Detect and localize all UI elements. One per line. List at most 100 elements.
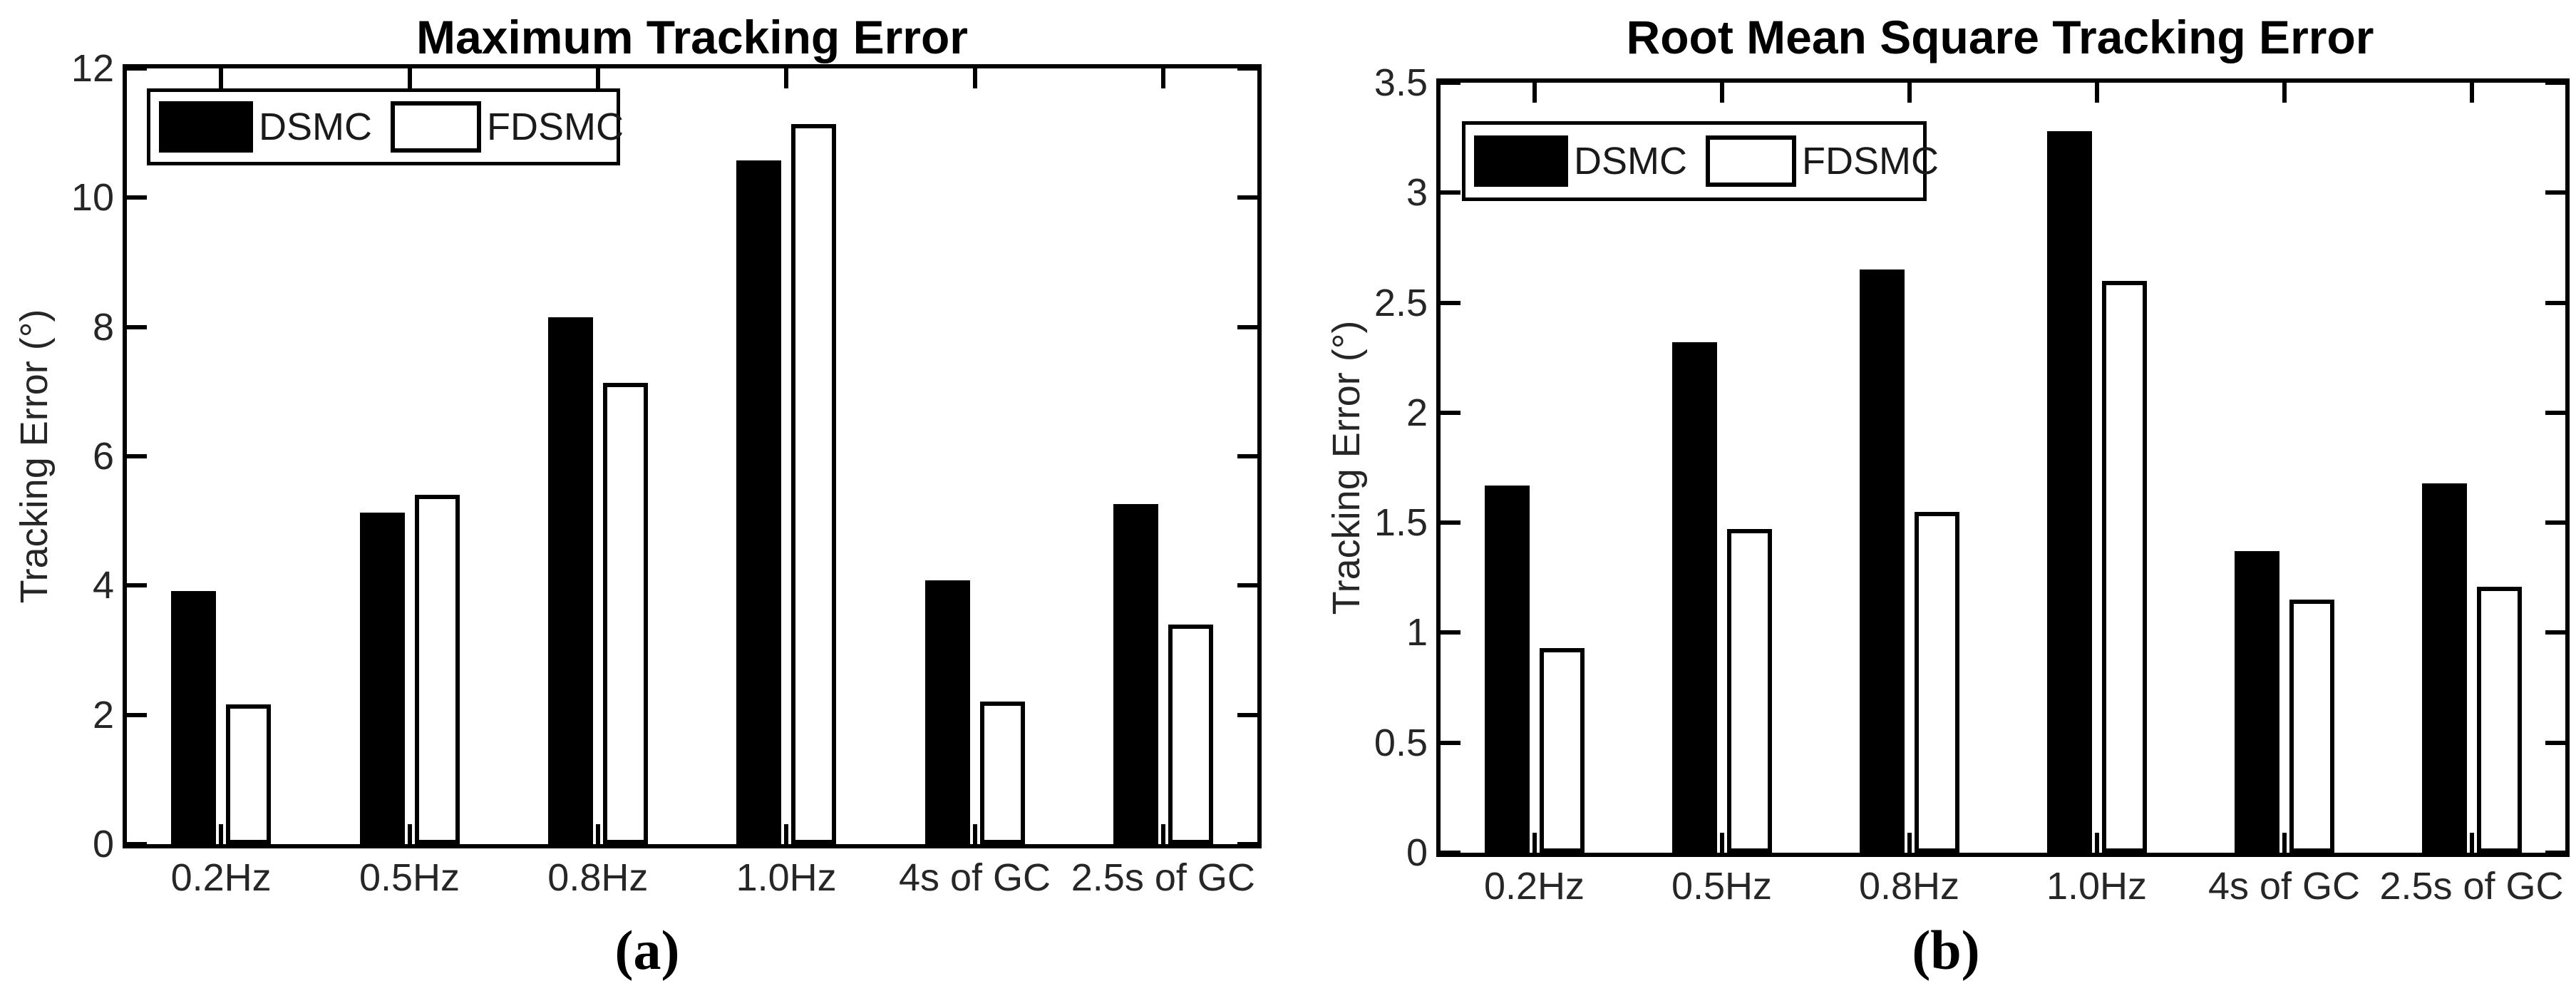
fdsmc-legend-swatch [1706,135,1796,187]
bar-fdsmc-0-8hz [1914,511,1959,853]
y-tick-right [2545,851,2565,855]
y-tick-label: 10 [71,176,114,220]
y-tick-right [1237,583,1257,588]
x-tick-top [2282,83,2287,103]
y-axis-label: Tracking Error (°) [1325,320,1368,615]
x-tick-bottom [1532,833,1537,853]
x-tick-label: 1.0Hz [736,856,837,899]
x-tick-top [784,68,789,88]
chart-title: Root Mean Square Tracking Error [1626,11,2374,63]
x-tick-label: 0.5Hz [1671,865,1773,908]
x-tick-bottom [972,824,977,844]
x-tick-bottom [2094,833,2099,853]
legend: DSMC FDSMC [1462,121,1939,201]
y-tick-left [127,66,147,71]
bar-dsmc-1-0hz [736,160,782,844]
y-tick-label: 6 [92,435,114,478]
x-tick-label: 0.8Hz [1858,865,1960,908]
x-tick-bottom [1160,824,1165,844]
legend: DSMC FDSMC [147,88,624,165]
y-tick-left [127,712,147,717]
legend-label-dsmc: DSMC [1574,140,1687,183]
maximum-tracking-error-chart: Maximum Tracking Error Tracking Error (°… [13,11,1262,981]
y-tick-right [1237,66,1257,71]
x-tick-label: 0.2Hz [170,856,272,899]
dsmc-legend-swatch [159,101,253,153]
y-tick-left [1441,190,1460,195]
y-tick-left [1441,630,1460,635]
x-tick-bottom [2282,833,2287,853]
y-tick-right [2545,190,2565,195]
bar-dsmc-0-2hz [171,590,217,844]
x-tick-label: 2.5s of GC [1071,856,1255,899]
plot-inner: DSMC FDSMC [1441,81,2565,855]
y-tick-label: 2 [1406,391,1428,434]
bar-fdsmc-0-8hz [602,382,648,844]
x-tick-top [407,68,412,88]
y-tick-right [1237,195,1257,200]
x-tick-bottom [407,824,412,844]
plot-area: DSMC FDSMC [1436,78,2570,857]
bar-dsmc-4s-of-gc [924,580,970,844]
y-tick-label: 0 [1406,831,1428,874]
y-tick-left [127,842,147,846]
rms-tracking-error-chart: Root Mean Square Tracking Error Tracking… [1288,0,2576,996]
plot-area: DSMC FDSMC [123,64,1262,848]
x-tick-top [595,68,600,88]
chart-title: Maximum Tracking Error [416,11,968,63]
bar-fdsmc-1-0hz [791,123,837,844]
y-tick-left [1441,300,1460,305]
bar-dsmc-0-8hz [1859,269,1905,853]
y-tick-right [2545,81,2565,85]
legend-label-fdsmc: FDSMC [487,106,624,148]
y-tick-label: 2.5 [1374,281,1428,324]
x-tick-top [1532,83,1537,103]
x-tick-top [1719,83,1724,103]
legend-label-fdsmc: FDSMC [1802,140,1939,183]
x-tick-label: 4s of GC [2207,865,2361,908]
y-tick-label: 2 [92,693,114,736]
x-tick-label: 2.5s of GC [2379,865,2564,908]
bar-dsmc-0-5hz [359,512,405,844]
bar-fdsmc-2-5s-of-gc [2476,586,2522,853]
subfigure-caption: (a) [614,919,680,981]
x-tick-top [2469,83,2474,103]
y-tick-left [127,583,147,588]
x-tick-top [972,68,977,88]
y-tick-label: 4 [92,564,114,607]
x-tick-top [1907,83,1912,103]
x-tick-label: 4s of GC [898,856,1051,899]
x-tick-top [1160,68,1165,88]
bar-fdsmc-0-2hz [226,704,272,844]
bar-fdsmc-4s-of-gc [2289,600,2334,853]
x-tick-bottom [1719,833,1724,853]
x-tick-bottom [2469,833,2474,853]
y-tick-left [127,324,147,329]
y-tick-right [2545,740,2565,745]
y-tick-right [2545,520,2565,525]
x-tick-bottom [595,824,600,844]
y-tick-label: 0.5 [1374,721,1428,764]
y-tick-left [1441,740,1460,745]
x-tick-bottom [219,824,224,844]
y-tick-left [1441,81,1460,85]
x-tick-top [219,68,224,88]
y-tick-label: 8 [92,305,114,349]
y-tick-label: 12 [71,47,114,90]
x-tick-label: 0.2Hz [1483,865,1585,908]
x-tick-bottom [784,824,789,844]
y-tick-right [2545,300,2565,305]
bar-dsmc-0-2hz [1484,485,1530,853]
legend-label-dsmc: DSMC [259,106,372,148]
bar-fdsmc-0-5hz [414,494,460,844]
x-tick-label: 0.5Hz [359,856,460,899]
bar-dsmc-4s-of-gc [2234,551,2279,853]
bar-dsmc-0-8hz [547,317,593,844]
bar-dsmc-0-5hz [1671,342,1717,853]
bar-fdsmc-1-0hz [2101,280,2147,853]
y-tick-label: 3.5 [1374,61,1428,104]
x-tick-label: 1.0Hz [2046,865,2148,908]
bar-fdsmc-2-5s-of-gc [1168,624,1213,844]
x-tick-label: 0.8Hz [547,856,649,899]
y-tick-left [127,454,147,458]
